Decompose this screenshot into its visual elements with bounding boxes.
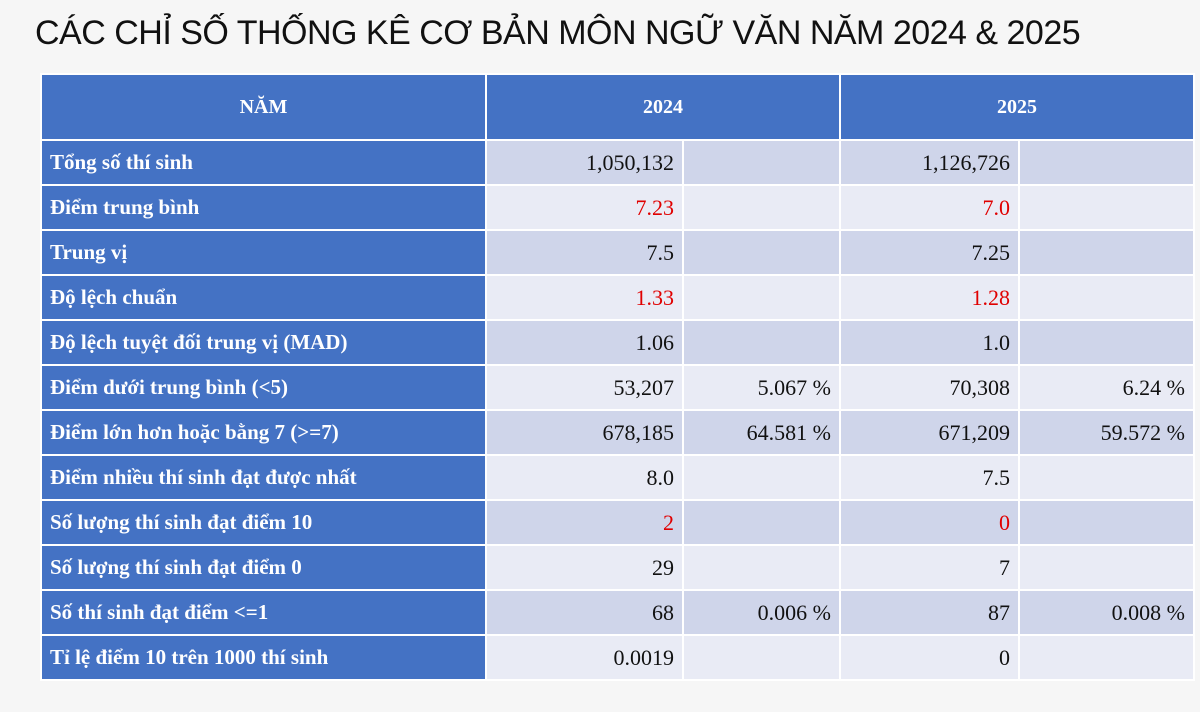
table-row: Điểm dưới trung bình (<5) 53,207 5.067 % 70…	[40, 364, 1195, 411]
value-cell	[682, 544, 841, 591]
value-cell: 29	[485, 544, 684, 591]
value-cell	[1018, 184, 1195, 231]
row-label: Số lượng thí sinh đạt điểm 10	[40, 499, 487, 546]
header-cell: 2024	[485, 73, 841, 141]
table-row: Tỉ lệ điểm 10 trên 1000 thí sinh 0.0019 0	[40, 634, 1195, 681]
value-cell	[1018, 454, 1195, 501]
value-cell: 1.06	[485, 319, 684, 366]
row-label: Trung vị	[40, 229, 487, 276]
row-label: Số thí sinh đạt điểm <=1	[40, 589, 487, 636]
value-cell	[1018, 634, 1195, 681]
value-cell	[682, 634, 841, 681]
header-row: NĂM 2024 2025	[40, 73, 1195, 141]
table-row: Độ lệch tuyệt đối trung vị (MAD) 1.06 1.0	[40, 319, 1195, 366]
value-cell: 7.0	[839, 184, 1020, 231]
value-cell: 7.23	[485, 184, 684, 231]
table-row: Điểm lớn hơn hoặc bằng 7 (>=7) 678,185 64.…	[40, 409, 1195, 456]
value-cell: 1.28	[839, 274, 1020, 321]
value-cell: 0.006 %	[682, 589, 841, 636]
row-label: Điểm dưới trung bình (<5)	[40, 364, 487, 411]
value-cell: 8.0	[485, 454, 684, 501]
value-cell	[1018, 319, 1195, 366]
value-cell	[682, 499, 841, 546]
header-cell: 2025	[839, 73, 1195, 141]
stats-table: NĂM 2024 2025 Tổng số thí sinh 1,050,132 1…	[40, 73, 1195, 681]
value-cell	[682, 274, 841, 321]
table-row: Số lượng thí sinh đạt điểm 10 2 0	[40, 499, 1195, 546]
value-cell	[1018, 499, 1195, 546]
value-cell: 1,050,132	[485, 139, 684, 186]
row-label: Tổng số thí sinh	[40, 139, 487, 186]
value-cell: 7.5	[839, 454, 1020, 501]
value-cell	[682, 139, 841, 186]
value-cell: 6.24 %	[1018, 364, 1195, 411]
value-cell: 7	[839, 544, 1020, 591]
value-cell	[682, 229, 841, 276]
value-cell: 678,185	[485, 409, 684, 456]
value-cell	[1018, 274, 1195, 321]
value-cell: 0.0019	[485, 634, 684, 681]
table-row: Số lượng thí sinh đạt điểm 0 29 7	[40, 544, 1195, 591]
value-cell: 671,209	[839, 409, 1020, 456]
table-row: Số thí sinh đạt điểm <=1 68 0.006 % 87 0.008…	[40, 589, 1195, 636]
value-cell: 0	[839, 499, 1020, 546]
value-cell: 87	[839, 589, 1020, 636]
value-cell: 68	[485, 589, 684, 636]
value-cell: 0	[839, 634, 1020, 681]
value-cell	[1018, 544, 1195, 591]
row-label: Độ lệch chuẩn	[40, 274, 487, 321]
value-cell: 0.008 %	[1018, 589, 1195, 636]
value-cell: 53,207	[485, 364, 684, 411]
table-row: Tổng số thí sinh 1,050,132 1,126,726	[40, 139, 1195, 186]
value-cell	[1018, 139, 1195, 186]
value-cell: 2	[485, 499, 684, 546]
table-row: Độ lệch chuẩn 1.33 1.28	[40, 274, 1195, 321]
value-cell: 1.0	[839, 319, 1020, 366]
value-cell	[682, 454, 841, 501]
value-cell: 1.33	[485, 274, 684, 321]
value-cell	[1018, 229, 1195, 276]
row-label: Độ lệch tuyệt đối trung vị (MAD)	[40, 319, 487, 366]
value-cell: 59.572 %	[1018, 409, 1195, 456]
row-label: Tỉ lệ điểm 10 trên 1000 thí sinh	[40, 634, 487, 681]
row-label: Điểm nhiều thí sinh đạt được nhất	[40, 454, 487, 501]
header-cell: NĂM	[40, 73, 487, 141]
value-cell: 5.067 %	[682, 364, 841, 411]
value-cell: 70,308	[839, 364, 1020, 411]
table-row: Điểm trung bình 7.23 7.0	[40, 184, 1195, 231]
value-cell: 1,126,726	[839, 139, 1020, 186]
row-label: Số lượng thí sinh đạt điểm 0	[40, 544, 487, 591]
row-label: Điểm lớn hơn hoặc bằng 7 (>=7)	[40, 409, 487, 456]
value-cell: 64.581 %	[682, 409, 841, 456]
value-cell	[682, 184, 841, 231]
value-cell	[682, 319, 841, 366]
row-label: Điểm trung bình	[40, 184, 487, 231]
title: CÁC CHỈ SỐ THỐNG KÊ CƠ BẢN MÔN NGỮ VĂN N…	[35, 14, 1081, 52]
value-cell: 7.25	[839, 229, 1020, 276]
value-cell: 7.5	[485, 229, 684, 276]
table-row: Trung vị 7.5 7.25	[40, 229, 1195, 276]
table-row: Điểm nhiều thí sinh đạt được nhất 8.0 7.5	[40, 454, 1195, 501]
